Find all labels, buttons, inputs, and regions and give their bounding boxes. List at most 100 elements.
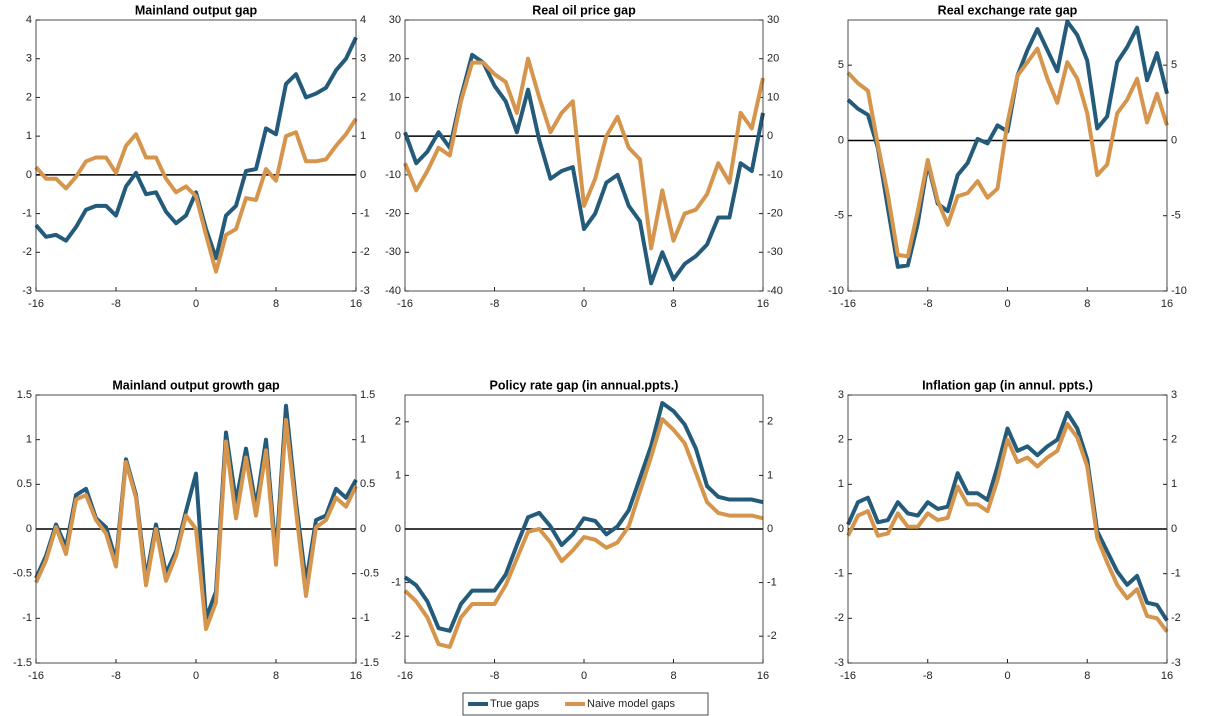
y2-tick-label: 1.5 [360, 389, 375, 401]
y2-tick-label: -2 [1171, 612, 1181, 624]
series-line [846, 19, 1169, 269]
y-tick-label: -20 [385, 207, 401, 219]
y-tick-label: -2 [391, 630, 401, 642]
y-tick-label: 0 [838, 134, 844, 146]
x-tick-label: 8 [1084, 298, 1090, 310]
x-tick-label: -8 [490, 670, 500, 682]
y2-tick-label: 4 [360, 14, 366, 26]
y2-tick-label: -10 [767, 169, 783, 181]
x-tick-label: -16 [397, 670, 413, 682]
y-tick-label: 3 [838, 389, 844, 401]
y2-tick-label: 0 [767, 523, 773, 535]
x-tick-label: -8 [923, 670, 933, 682]
y-tick-label: 0 [26, 523, 32, 535]
x-tick-label: 16 [1161, 670, 1173, 682]
y-tick-label: 0 [26, 169, 32, 181]
x-tick-label: 8 [273, 670, 279, 682]
y-tick-label: 1 [26, 434, 32, 446]
chart-title: Inflation gap (in annul. ppts.) [922, 378, 1093, 392]
chart-title: Mainland output gap [135, 3, 258, 17]
y2-tick-label: -0.5 [360, 568, 379, 580]
subplot: Real exchange rate gap -10 -10 -5 -5 0 0 5 5 -16 -… [828, 3, 1187, 310]
y-tick-label: 2 [26, 91, 32, 103]
y2-tick-label: 10 [767, 91, 779, 103]
y-tick-label: -1 [22, 207, 32, 219]
x-tick-label: 0 [1004, 670, 1010, 682]
legend-label: Naive model gaps [587, 698, 676, 710]
x-tick-label: 0 [193, 670, 199, 682]
y2-tick-label: 0 [1171, 134, 1177, 146]
legend-label: True gaps [490, 698, 540, 710]
y-tick-label: 30 [389, 14, 401, 26]
y-tick-label: 1.5 [17, 389, 32, 401]
x-tick-label: -8 [490, 298, 500, 310]
y2-tick-label: 5 [1171, 59, 1177, 71]
y2-tick-label: 2 [1171, 434, 1177, 446]
y2-tick-label: 0.5 [360, 478, 375, 490]
y2-tick-label: -30 [767, 246, 783, 258]
y-tick-label: -10 [385, 169, 401, 181]
y-tick-label: 0.5 [17, 478, 32, 490]
chart-title: Mainland output growth gap [112, 378, 280, 392]
x-tick-label: 8 [670, 670, 676, 682]
y2-tick-label: 2 [360, 91, 366, 103]
y-tick-label: -2 [834, 612, 844, 624]
y2-tick-label: -3 [360, 285, 370, 297]
y-tick-label: -1 [834, 568, 844, 580]
y-tick-label: 2 [395, 416, 401, 428]
plot-frame [35, 394, 357, 664]
x-tick-label: 0 [1004, 298, 1010, 310]
y2-tick-label: -1.5 [360, 657, 379, 669]
x-tick-label: -16 [840, 298, 856, 310]
y-tick-label: -3 [22, 285, 32, 297]
chart-title: Policy rate gap (in annual.ppts.) [490, 378, 679, 392]
series-line [846, 410, 1169, 622]
y-tick-label: 0 [395, 130, 401, 142]
y2-tick-label: -1 [1171, 568, 1181, 580]
x-tick-label: 16 [757, 670, 769, 682]
plot-frame [847, 394, 1168, 664]
y2-tick-label: 1 [360, 130, 366, 142]
series-line [403, 417, 764, 649]
plot-frame [35, 19, 357, 292]
series-line [34, 36, 358, 261]
y-tick-label: -3 [834, 657, 844, 669]
y2-tick-label: 0 [360, 523, 366, 535]
y2-tick-label: 20 [767, 53, 779, 65]
y-tick-label: -1 [22, 612, 32, 624]
y2-tick-label: 3 [360, 53, 366, 65]
y2-tick-label: 3 [1171, 389, 1177, 401]
subplot: Mainland output growth gap -1.5 -1.5 -1 -1 -0… [13, 378, 379, 682]
y2-tick-label: 0 [767, 130, 773, 142]
x-tick-label: 16 [757, 298, 769, 310]
y2-tick-label: -3 [1171, 657, 1181, 669]
y-tick-label: -1.5 [13, 657, 32, 669]
x-tick-label: -16 [397, 298, 413, 310]
series-line [846, 46, 1169, 259]
y-tick-label: 4 [26, 14, 32, 26]
y2-tick-label: 1 [1171, 478, 1177, 490]
legend-box [462, 692, 709, 716]
y-tick-label: 1 [26, 130, 32, 142]
x-tick-label: 0 [581, 298, 587, 310]
y-tick-label: 3 [26, 53, 32, 65]
x-tick-label: -8 [923, 298, 933, 310]
y-tick-label: 0 [395, 523, 401, 535]
x-tick-label: 8 [1084, 670, 1090, 682]
y2-tick-label: 0 [1171, 523, 1177, 535]
series-line [34, 418, 358, 632]
plot-frame [404, 19, 764, 292]
y-tick-label: 2 [838, 434, 844, 446]
series-line [846, 422, 1169, 633]
plot-frame [404, 394, 764, 664]
series-line [403, 401, 764, 633]
y2-tick-label: -40 [767, 285, 783, 297]
x-tick-label: -16 [28, 670, 44, 682]
y2-tick-label: 1 [767, 469, 773, 481]
y2-tick-label: -2 [360, 246, 370, 258]
y2-tick-label: -1 [360, 612, 370, 624]
y2-tick-label: -1 [360, 207, 370, 219]
y2-tick-label: -20 [767, 207, 783, 219]
legend: True gaps Naive model gaps [462, 692, 709, 716]
